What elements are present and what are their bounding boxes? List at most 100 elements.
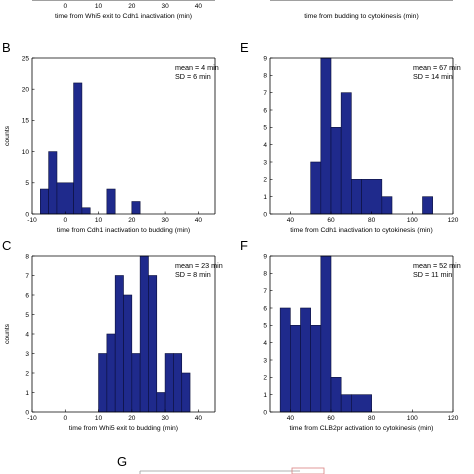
histogram-bar-c-3	[123, 294, 133, 413]
x-tick-label-e-3: 100	[407, 217, 418, 224]
y-tick-label-c-2: 2	[25, 370, 29, 377]
y-tick-label-e-6: 6	[263, 107, 267, 114]
histogram-bar-c-6	[148, 275, 158, 413]
histogram-bar-c-5	[139, 255, 149, 413]
x-tick-label-c-0: -10	[27, 415, 37, 422]
histogram-bar-f-1	[290, 325, 301, 413]
histogram-bar-e-1	[320, 57, 332, 215]
histogram-bar-f-7	[351, 394, 372, 413]
y-tick-label-f-0: 0	[263, 409, 267, 416]
y-tick-label-b-0: 0	[25, 211, 29, 218]
histogram-bar-c-0	[98, 353, 108, 413]
x-tick-label-a-0: 0	[63, 3, 67, 10]
y-tick-label-e-0: 0	[263, 211, 267, 218]
panel-g-highlight-box	[291, 467, 325, 474]
x-axis-label-b: time from Cdh1 inactivation to budding (…	[57, 227, 190, 234]
y-tick-label-e-4: 4	[263, 142, 267, 149]
histogram-bar-f-6	[340, 394, 352, 413]
x-tick-label-e-1: 60	[327, 217, 335, 224]
histogram-bar-c-8	[164, 353, 174, 413]
sd-label-b: SD = 6 min	[175, 72, 211, 81]
x-tick-label-c-4: 30	[161, 415, 169, 422]
histogram-bar-c-4	[131, 353, 141, 413]
x-axis-label-f: time from CLB2pr activation to cytokines…	[290, 425, 434, 432]
sd-label-c: SD = 8 min	[175, 270, 211, 279]
histogram-bar-b-9	[131, 201, 141, 215]
x-tick-label-e-2: 80	[368, 217, 376, 224]
x-axis-label-c: time from Whi5 exit to budding (min)	[69, 425, 178, 432]
y-tick-label-b-4: 20	[22, 87, 30, 94]
x-tick-label-a-4: 40	[195, 3, 203, 10]
x-tick-label-c-3: 20	[128, 415, 136, 422]
y-axis-label-b: counts	[4, 125, 11, 146]
histogram-bar-e-4	[351, 179, 362, 215]
sd-label-f: SD = 11 min	[413, 270, 452, 279]
y-tick-label-c-8: 8	[25, 253, 29, 260]
x-tick-label-a-1: 10	[95, 3, 103, 10]
histogram-bar-c-1	[106, 333, 116, 413]
histogram-bar-f-5	[330, 377, 342, 413]
panel-g: G	[117, 454, 325, 474]
y-tick-label-f-3: 3	[263, 357, 267, 364]
panel-d: time from budding to cytokinesis (min)	[270, 0, 453, 20]
x-tick-label-b-2: 10	[95, 217, 103, 224]
y-tick-label-c-6: 6	[25, 292, 29, 299]
y-tick-label-c-4: 4	[25, 331, 29, 338]
y-tick-label-c-0: 0	[25, 409, 29, 416]
histogram-bar-e-0	[310, 161, 322, 215]
x-tick-label-b-3: 20	[128, 217, 136, 224]
y-tick-label-f-6: 6	[263, 305, 267, 312]
y-tick-label-b-3: 15	[22, 118, 30, 125]
y-tick-label-b-5: 25	[22, 55, 30, 62]
histogram-bar-f-4	[320, 255, 332, 413]
histogram-bar-e-3	[340, 92, 352, 215]
histogram-bar-e-6	[381, 196, 393, 215]
histogram-bar-b-4	[81, 207, 91, 215]
y-tick-label-c-1: 1	[25, 390, 29, 397]
x-tick-label-a-2: 20	[128, 3, 136, 10]
y-tick-label-e-2: 2	[263, 177, 267, 184]
x-tick-label-f-0: 40	[287, 415, 295, 422]
x-tick-label-a-3: 30	[161, 3, 169, 10]
x-axis-label-d: time from budding to cytokinesis (min)	[304, 13, 418, 20]
y-tick-label-b-2: 10	[22, 149, 30, 156]
histogram-bar-c-2	[114, 275, 124, 413]
panel-letter-b: B	[2, 40, 11, 55]
mean-label-f: mean = 52 min	[413, 261, 461, 270]
y-tick-label-f-7: 7	[263, 288, 267, 295]
histogram-bar-f-3	[310, 325, 322, 413]
y-tick-label-f-1: 1	[263, 392, 267, 399]
histogram-bar-c-9	[173, 353, 183, 413]
mean-label-b: mean = 4 min	[175, 63, 219, 72]
panel-f: 40 60 80 100 120 0 1 2 3 4 5 6 7 8 9 time from CLB2pr a…	[240, 238, 461, 432]
y-tick-label-f-4: 4	[263, 340, 267, 347]
y-tick-label-e-7: 7	[263, 90, 267, 97]
x-tick-label-c-1: 0	[63, 415, 67, 422]
y-tick-label-b-1: 5	[25, 180, 29, 187]
panel-letter-g: G	[117, 454, 127, 469]
y-tick-label-f-5: 5	[263, 323, 267, 330]
x-tick-label-e-4: 120	[448, 217, 459, 224]
mean-label-e: mean = 67 min	[413, 63, 461, 72]
y-tick-label-c-3: 3	[25, 351, 29, 358]
histogram-bar-b-2	[56, 182, 74, 215]
histogram-bar-f-2	[300, 307, 311, 413]
histogram-bar-e-2	[330, 127, 342, 215]
histogram-bar-f-0	[279, 307, 291, 413]
x-tick-label-c-2: 10	[95, 415, 103, 422]
y-axis-label-c: counts	[4, 323, 11, 344]
x-tick-label-c-5: 40	[195, 415, 203, 422]
y-tick-label-f-9: 9	[263, 253, 267, 260]
histogram-bar-e-7	[422, 196, 433, 215]
x-tick-label-f-4: 120	[448, 415, 459, 422]
x-tick-label-f-2: 80	[368, 415, 376, 422]
histogram-bar-b-0	[40, 188, 49, 215]
x-tick-label-b-0: -10	[27, 217, 37, 224]
histogram-bar-c-7	[156, 392, 166, 413]
x-tick-label-f-1: 60	[327, 415, 335, 422]
x-axis-label-a: time from Whi5 exit to Cdh1 inactivation…	[55, 13, 192, 20]
